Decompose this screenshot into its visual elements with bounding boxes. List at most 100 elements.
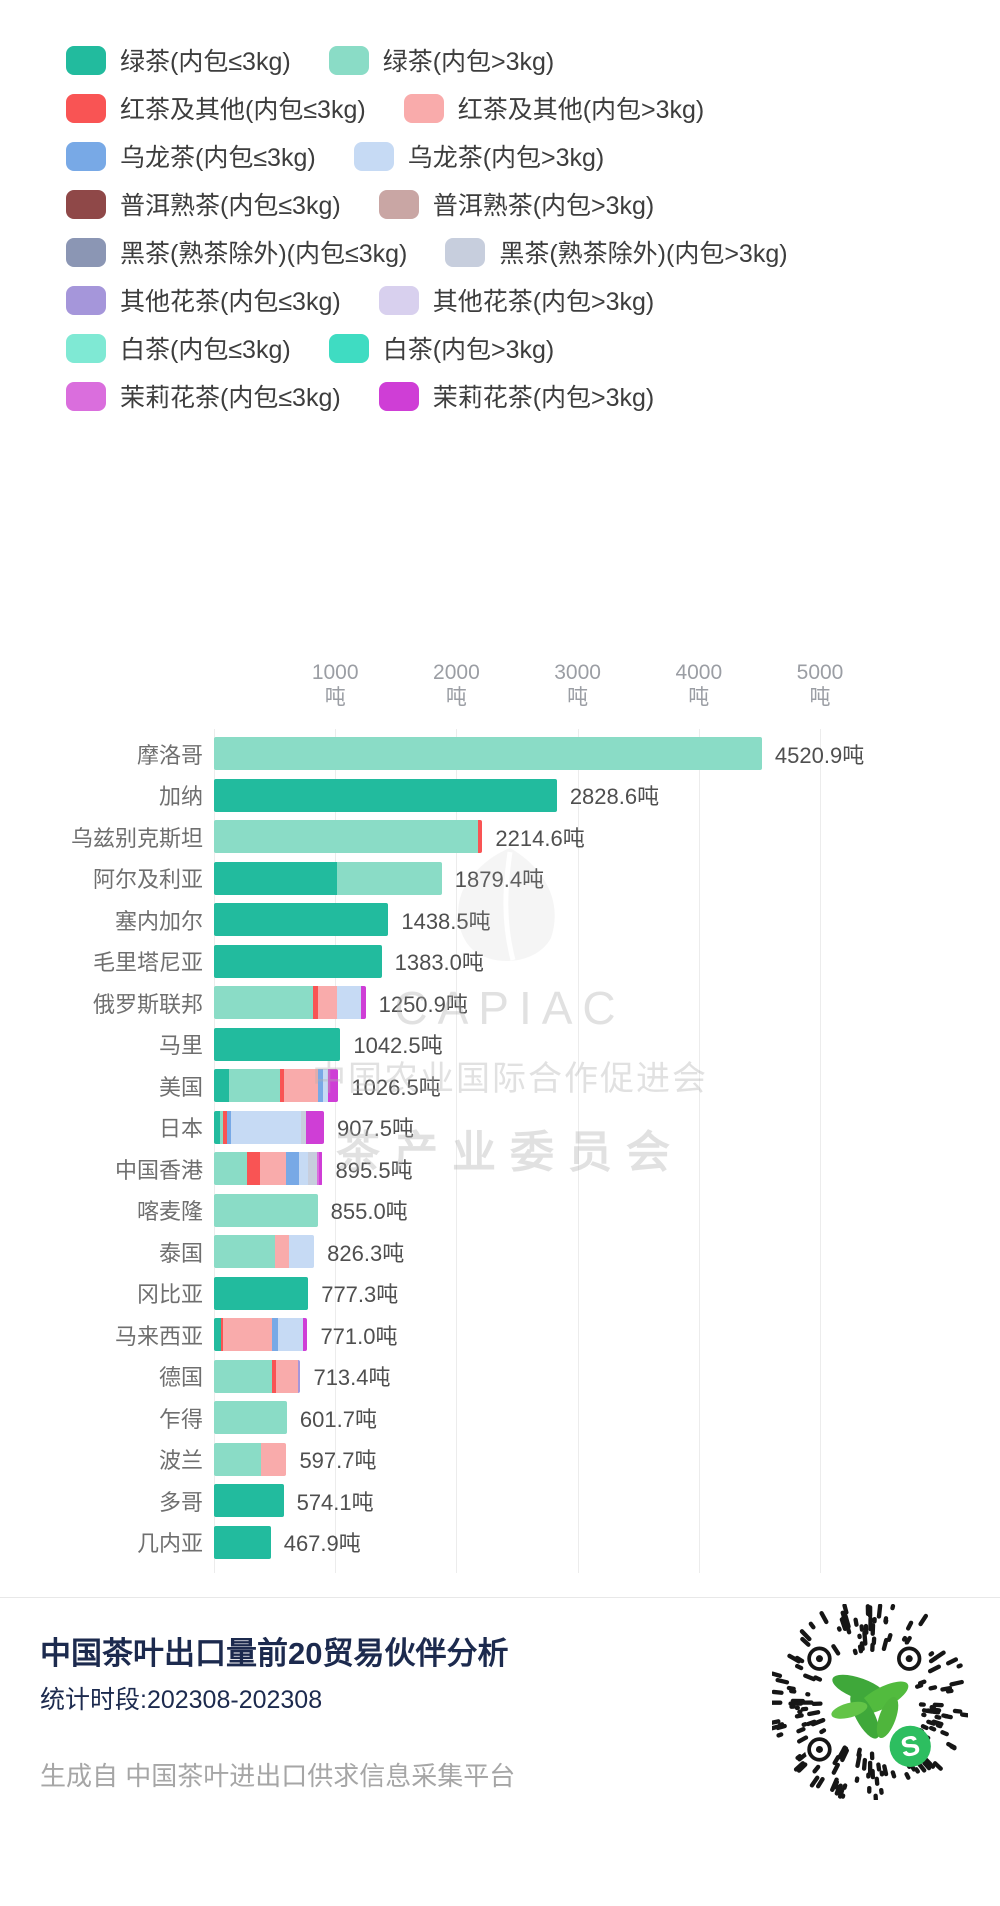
- stacked-bar: [214, 1235, 315, 1269]
- stacked-bar: [214, 1276, 309, 1310]
- value-label: 907.5吨: [336, 1116, 415, 1142]
- bar-segment-oolong_gt: [336, 986, 362, 1020]
- bar-segment-floral_le: [297, 1359, 301, 1393]
- country-label: 美国: [158, 1074, 203, 1100]
- country-label: 塞内加尔: [114, 908, 203, 934]
- country-label: 泰国: [158, 1240, 203, 1266]
- country-label: 冈比亚: [136, 1282, 203, 1308]
- value-label: 1026.5吨: [351, 1074, 441, 1100]
- bar-row: 毛里塔尼亚 1383.0吨: [0, 941, 1000, 983]
- legend-swatch-oolong_le: [66, 141, 106, 171]
- qr-position-marker: [805, 1644, 924, 1764]
- bar-row: 马里 1042.5吨: [0, 1024, 1000, 1066]
- stacked-bar: [214, 903, 389, 937]
- stacked-bar: [214, 778, 557, 812]
- legend-label: 红茶及其他(内包>3kg): [457, 96, 705, 124]
- stacked-bar: [214, 1359, 301, 1393]
- stacked-bar: [214, 861, 442, 895]
- x-axis-tick: 3000 吨: [554, 661, 601, 709]
- bar-segment-green_gt: [337, 861, 442, 895]
- legend-item-oolong_gt: 乌龙茶(内包>3kg): [353, 138, 605, 174]
- x-axis-tick: 1000 吨: [311, 661, 359, 709]
- gridline: [335, 729, 337, 1573]
- legend-label: 红茶及其他(内包≤3kg): [120, 96, 366, 124]
- legend-label: 乌龙茶(内包≤3kg): [120, 144, 316, 172]
- value-label: 1879.4吨: [454, 867, 545, 893]
- legend-label: 乌龙茶(内包>3kg): [407, 144, 605, 172]
- value-label: 855.0吨: [330, 1199, 408, 1225]
- legend-swatch-puer_gt: [378, 189, 419, 219]
- country-label: 几内亚: [136, 1531, 203, 1557]
- bar-segment-jasmine_gt: [319, 1152, 323, 1186]
- legend-row: 红茶及其他(内包≤3kg) 红茶及其他(内包>3kg): [66, 84, 970, 132]
- legend-swatch-white_le: [66, 333, 106, 363]
- legend-swatch-oolong_gt: [353, 141, 394, 171]
- x-axis-tick: 2000 吨: [433, 661, 480, 709]
- x-axis-tick: 4000 吨: [675, 661, 723, 709]
- value-label: 713.4吨: [313, 1365, 391, 1391]
- bar-segment-red_gt: [317, 986, 337, 1020]
- bar-segment-green_gt: [214, 1359, 272, 1393]
- legend-item-jasmine_gt: 茉莉花茶(内包>3kg): [378, 378, 655, 414]
- stacked-bar: [214, 1193, 318, 1227]
- legend-swatch-red_le: [66, 93, 106, 123]
- bar-segment-jasmine_gt: [302, 1318, 308, 1352]
- value-label: 826.3吨: [327, 1240, 405, 1266]
- legend-item-oolong_le: 乌龙茶(内包≤3kg): [66, 138, 316, 174]
- bar-segment-green_gt: [214, 1442, 262, 1476]
- bar-row: 美国 1026.5吨: [0, 1065, 1000, 1107]
- country-label: 乌兹别克斯坦: [70, 825, 203, 851]
- country-label: 毛里塔尼亚: [92, 950, 203, 976]
- bar-segment-jasmine_gt: [361, 986, 366, 1020]
- stacked-bar: [214, 1318, 308, 1352]
- bar-chart: 1000 吨 2000 吨 3000 吨 4000 吨 5000 吨 摩洛哥 4520.9吨 加纳 28…: [0, 658, 1000, 1573]
- bar-segment-red_le: [222, 1110, 227, 1144]
- bar-row: 塞内加尔 1438.5吨: [0, 899, 1000, 941]
- bar-segment-red_gt: [261, 1442, 287, 1476]
- stacked-bar: [214, 1525, 271, 1559]
- legend-swatch-jasmine_gt: [378, 381, 419, 411]
- value-label: 777.3吨: [321, 1282, 399, 1308]
- legend-row: 茉莉花茶(内包≤3kg) 茉莉花茶(内包>3kg): [66, 372, 970, 420]
- legend-label: 茉莉花茶(内包>3kg): [432, 384, 655, 412]
- legend-item-red_gt: 红茶及其他(内包>3kg): [403, 90, 705, 126]
- legend-label: 普洱熟茶(内包>3kg): [432, 192, 655, 220]
- bar-segment-green_le: [214, 1110, 221, 1144]
- country-label: 波兰: [158, 1448, 203, 1474]
- legend-swatch-white_gt: [328, 333, 369, 363]
- footer-divider: [0, 1597, 1000, 1598]
- bar-segment-green_gt: [214, 737, 762, 771]
- bar-segment-oolong_gt: [289, 1235, 315, 1269]
- bar-row: 波兰 597.7吨: [0, 1439, 1000, 1481]
- legend-row: 其他花茶(内包≤3kg) 其他花茶(内包>3kg): [66, 276, 970, 324]
- legend-row: 乌龙茶(内包≤3kg) 乌龙茶(内包>3kg): [66, 132, 970, 180]
- bar-segment-green_le: [214, 903, 389, 937]
- bar-segment-jasmine_gt: [305, 1110, 324, 1144]
- bar-segment-red_gt: [223, 1318, 272, 1352]
- legend-label: 白茶(内包>3kg): [382, 336, 555, 364]
- value-label: 574.1吨: [296, 1489, 374, 1515]
- gridline: [577, 729, 579, 1573]
- bar-segment-green_le: [214, 1069, 229, 1103]
- bar-segment-green_le: [214, 778, 557, 812]
- value-label: 467.9吨: [283, 1531, 361, 1557]
- report-title: 中国茶叶出口量前20贸易伙伴分析: [40, 1636, 509, 1671]
- bar-row: 乌兹别克斯坦 2214.6吨: [0, 816, 1000, 858]
- bar-segment-green_gt: [214, 1152, 247, 1186]
- legend-swatch-dark_le: [66, 237, 106, 267]
- stacked-bar: [214, 737, 762, 771]
- legend-row: 黑茶(熟茶除外)(内包≤3kg) 黑茶(熟茶除外)(内包>3kg): [66, 228, 970, 276]
- stacked-bar: [214, 820, 483, 854]
- legend-label: 白茶(内包≤3kg): [120, 336, 291, 364]
- legend-label: 茉莉花茶(内包≤3kg): [120, 384, 341, 412]
- bar-row: 乍得 601.7吨: [0, 1397, 1000, 1439]
- country-label: 日本: [158, 1116, 203, 1142]
- mini-program-badge-icon: S: [889, 1725, 931, 1767]
- value-label: 2828.6吨: [569, 784, 660, 810]
- stacked-bar: [214, 1069, 339, 1103]
- bar-segment-oolong_gt: [322, 1069, 328, 1103]
- bar-segment-green_gt: [220, 1110, 223, 1144]
- legend-item-green_gt: 绿茶(内包>3kg): [328, 42, 554, 78]
- bar-segment-red_gt: [259, 1152, 286, 1186]
